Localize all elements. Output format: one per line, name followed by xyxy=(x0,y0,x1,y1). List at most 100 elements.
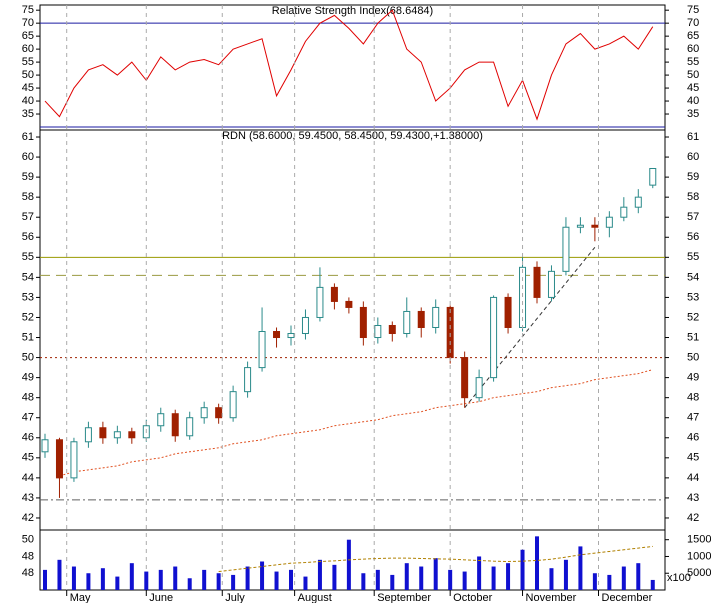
volume-bar xyxy=(216,573,221,590)
candle-body xyxy=(649,167,657,186)
y-tick-label: 60 xyxy=(687,151,699,163)
volume-bar xyxy=(578,546,583,590)
volume-bar xyxy=(173,566,178,590)
volume-bar xyxy=(549,568,554,590)
y-tick-label: 44 xyxy=(22,472,34,484)
volume-bar xyxy=(231,574,236,590)
candle-body xyxy=(634,196,642,208)
candle-body xyxy=(330,286,338,302)
y-tick-label: 58 xyxy=(22,191,34,203)
y-tick-label: 57 xyxy=(22,211,34,223)
x-tick-label: November xyxy=(526,592,577,603)
y-tick-label: 43 xyxy=(22,492,34,504)
y-tick-label: 49 xyxy=(687,372,699,384)
volume-bar xyxy=(491,566,496,590)
x-tick-label: September xyxy=(377,592,431,603)
y-tick-label: 58 xyxy=(687,191,699,203)
y-tick-label: 60 xyxy=(22,151,34,163)
candle-body xyxy=(461,357,469,399)
y-tick-label: 55 xyxy=(687,251,699,263)
candle-body xyxy=(70,441,78,479)
y-tick-label: 50 xyxy=(22,534,34,546)
y-tick-label: 52 xyxy=(22,311,34,323)
candle-body xyxy=(547,270,555,298)
volume-bar xyxy=(361,573,366,590)
y-tick-label: 55 xyxy=(22,56,34,68)
y-tick-label: 65 xyxy=(687,30,699,42)
candle-body xyxy=(576,224,584,228)
y-tick-label: 60 xyxy=(687,43,699,55)
y-tick-label: 45 xyxy=(687,82,699,94)
volume-bar xyxy=(144,571,149,590)
y-tick-label: 50 xyxy=(687,69,699,81)
y-tick-label: 59 xyxy=(22,171,34,183)
candle-body xyxy=(171,413,179,437)
y-tick-label: 40 xyxy=(22,95,34,107)
y-tick-label: 51 xyxy=(687,331,699,343)
y-tick-label: 54 xyxy=(687,271,699,283)
candle-body xyxy=(605,216,613,228)
volume-bar xyxy=(115,576,120,590)
candle-body xyxy=(258,331,266,369)
candle-body xyxy=(128,431,136,439)
y-tick-label: 50 xyxy=(687,351,699,363)
candle-body xyxy=(244,367,252,393)
candle-body xyxy=(388,324,396,335)
volume-bar xyxy=(202,569,207,590)
panel-title: Relative Strength Index(68.6484) xyxy=(272,5,433,17)
y-tick-label: 75 xyxy=(22,4,34,16)
volume-bar xyxy=(158,569,163,590)
y-tick-label: 65 xyxy=(22,30,34,42)
y-tick-label: 51 xyxy=(22,331,34,343)
candle-body xyxy=(432,306,440,328)
y-tick-label: 48 xyxy=(687,392,699,404)
y-tick-label: 45 xyxy=(22,452,34,464)
volume-bar xyxy=(187,578,192,590)
y-tick-label: 55 xyxy=(687,56,699,68)
y-tick-label: 70 xyxy=(687,17,699,29)
volume-bar xyxy=(86,573,91,590)
y-tick-label: 70 xyxy=(22,17,34,29)
y-tick-label: 49 xyxy=(22,372,34,384)
candle-body xyxy=(229,391,237,419)
y-tick-label: 48 xyxy=(22,550,34,562)
candle-body xyxy=(84,427,92,443)
candle-body xyxy=(374,324,382,339)
candle-body xyxy=(359,306,367,339)
volume-bar xyxy=(621,566,626,590)
y-tick-label: 45 xyxy=(687,452,699,464)
y-tick-label: 53 xyxy=(22,291,34,303)
volume-bar xyxy=(419,566,424,590)
y-tick-label: 59 xyxy=(687,171,699,183)
candle-body xyxy=(417,310,425,328)
volume-bar xyxy=(433,558,438,590)
candle-body xyxy=(490,296,498,379)
unit-label: x100 xyxy=(667,572,691,584)
candle-body xyxy=(113,431,121,439)
candle-body xyxy=(200,407,208,419)
y-tick-label: 40 xyxy=(687,95,699,107)
volume-bar xyxy=(607,574,612,590)
volume-bar xyxy=(636,563,641,590)
volume-bar xyxy=(346,539,351,590)
panel-title: RDN (58.6000, 59.4500, 58.4500, 59.4300,… xyxy=(222,130,483,142)
candle-body xyxy=(591,224,599,228)
candle-body xyxy=(316,286,324,318)
y-tick-label: 47 xyxy=(22,412,34,424)
candle-body xyxy=(273,331,281,339)
y-tick-label: 55 xyxy=(22,251,34,263)
x-tick-label: October xyxy=(453,592,492,603)
y-tick-label: 42 xyxy=(687,512,699,524)
x-tick-label: July xyxy=(225,592,245,603)
y-tick-label: 45 xyxy=(22,82,34,94)
y-tick-label: 10000 xyxy=(687,550,711,562)
candle-body xyxy=(403,310,411,335)
volume-bar xyxy=(332,564,337,590)
volume-bar xyxy=(520,549,525,590)
y-tick-label: 52 xyxy=(687,311,699,323)
y-tick-label: 61 xyxy=(687,131,699,143)
x-tick-label: June xyxy=(149,592,173,603)
x-tick-label: August xyxy=(298,592,332,603)
volume-bar xyxy=(375,569,380,590)
